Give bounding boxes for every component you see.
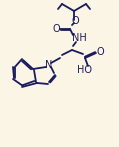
Text: NH: NH bbox=[72, 33, 86, 43]
Text: O: O bbox=[96, 47, 104, 57]
Text: O: O bbox=[52, 24, 60, 34]
Text: O: O bbox=[71, 16, 79, 26]
Text: HO: HO bbox=[77, 65, 92, 75]
Text: N: N bbox=[45, 60, 53, 70]
